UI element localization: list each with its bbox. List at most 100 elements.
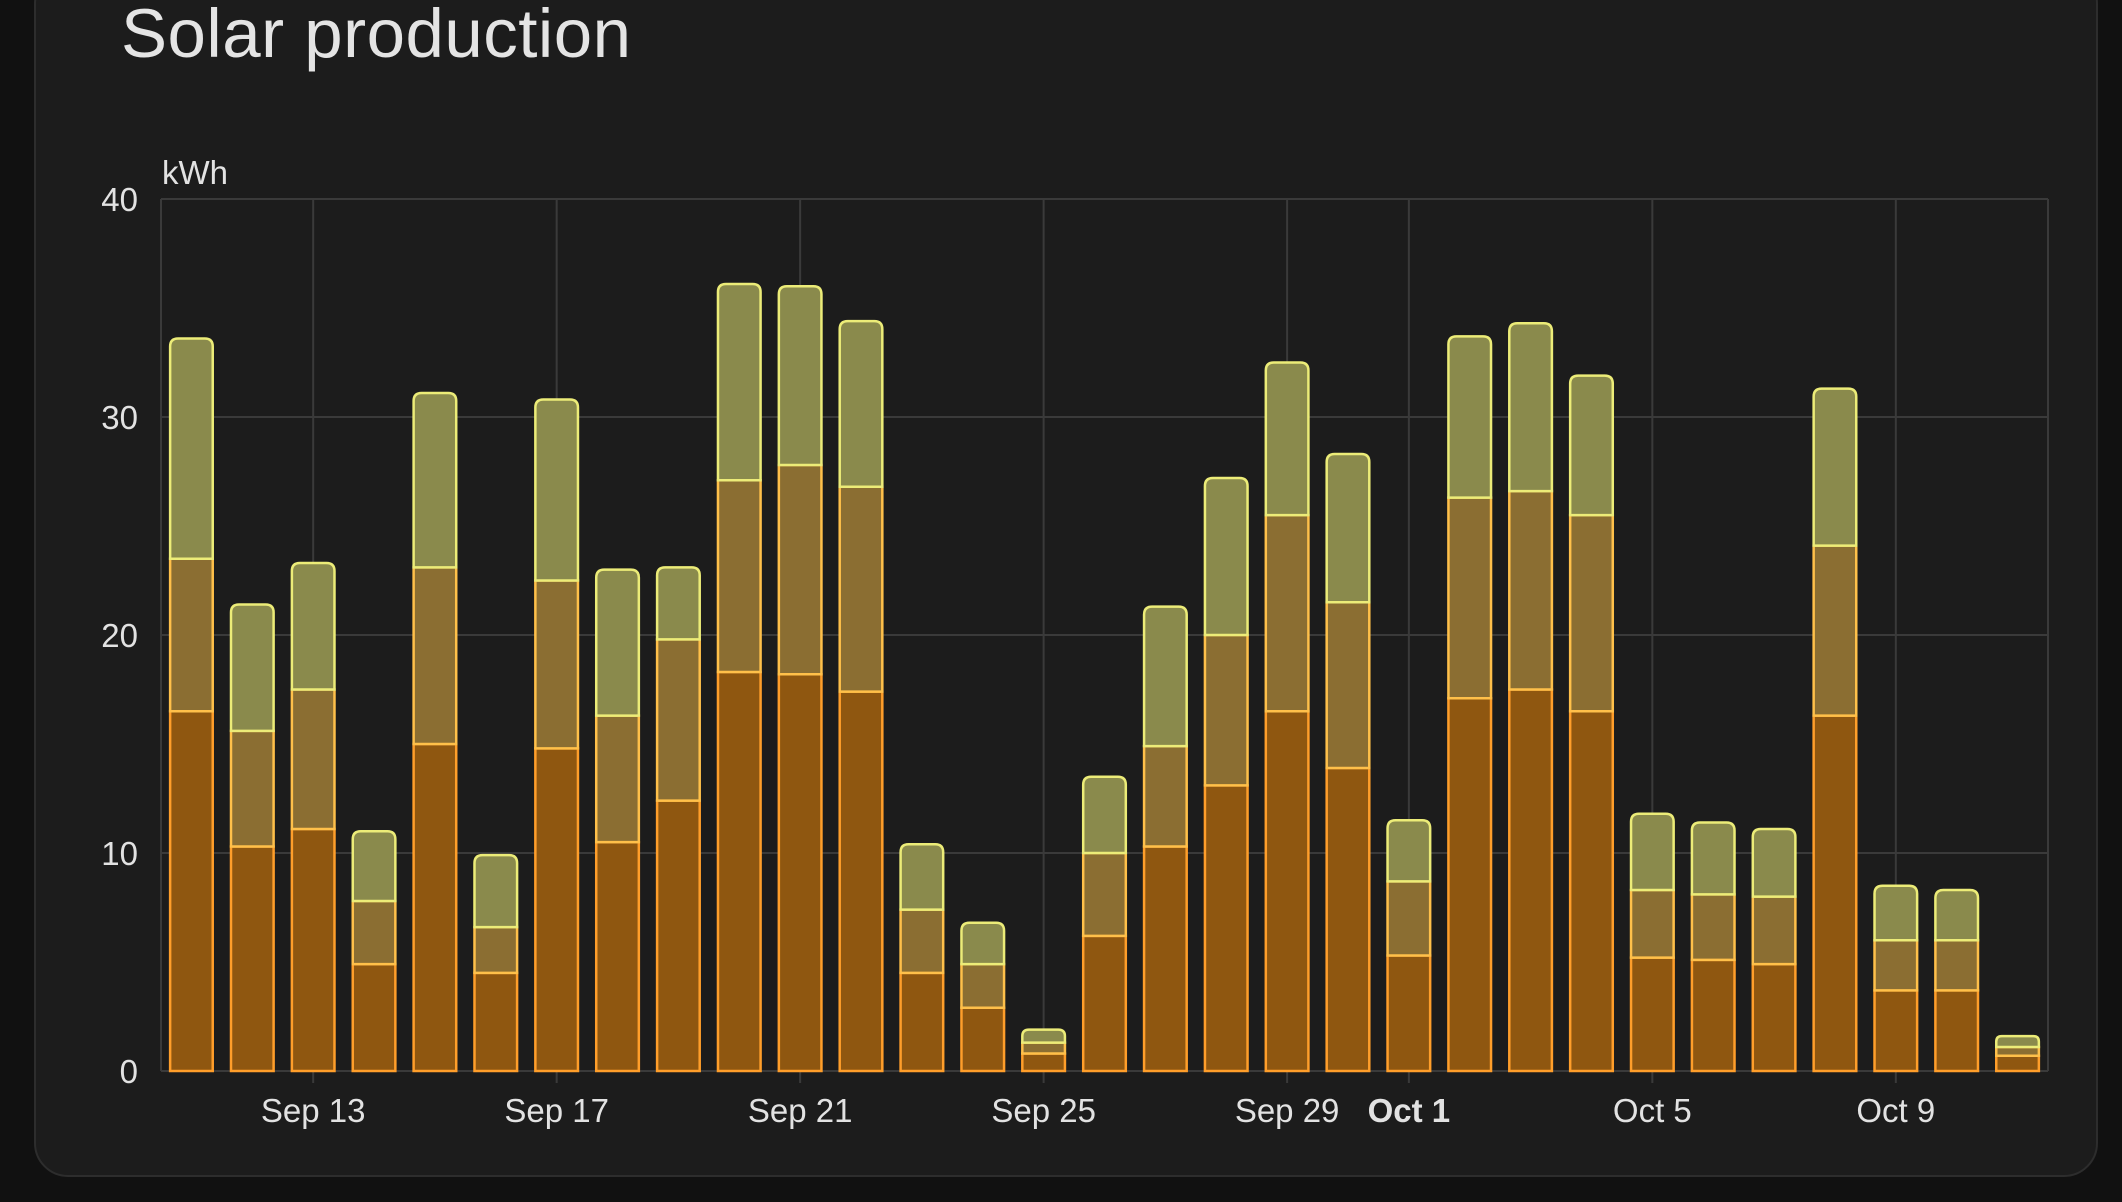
bar-stack[interactable] bbox=[899, 843, 945, 1073]
bar-stack[interactable] bbox=[473, 853, 519, 1073]
bar-segment[interactable] bbox=[1508, 322, 1554, 493]
bar-segment[interactable] bbox=[1873, 884, 1919, 942]
bar-segment[interactable] bbox=[168, 557, 214, 713]
bar-segment[interactable] bbox=[1142, 605, 1188, 748]
bar-segment[interactable] bbox=[1995, 1034, 2041, 1049]
bar-segment[interactable] bbox=[716, 282, 762, 482]
bar-segment[interactable] bbox=[1142, 845, 1188, 1073]
bar-stack[interactable] bbox=[1812, 387, 1858, 1073]
bar-segment[interactable] bbox=[1264, 710, 1310, 1073]
bar-segment[interactable] bbox=[1873, 989, 1919, 1073]
bar-segment[interactable] bbox=[1934, 938, 1980, 992]
bar-stack[interactable] bbox=[1142, 605, 1188, 1073]
bar-segment[interactable] bbox=[1203, 784, 1249, 1073]
bar-stack[interactable] bbox=[1081, 775, 1128, 1073]
bar-segment[interactable] bbox=[229, 845, 275, 1073]
bar-stack[interactable] bbox=[290, 561, 336, 1073]
bar-stack[interactable] bbox=[1203, 476, 1249, 1073]
bar-segment[interactable] bbox=[1325, 601, 1371, 770]
bar-segment[interactable] bbox=[1142, 744, 1188, 848]
bar-segment[interactable] bbox=[1690, 821, 1736, 896]
bar-segment[interactable] bbox=[1203, 633, 1249, 787]
bar-segment[interactable] bbox=[1934, 888, 1980, 942]
bar-segment[interactable] bbox=[534, 747, 580, 1073]
bar-segment[interactable] bbox=[1812, 387, 1858, 547]
bar-segment[interactable] bbox=[716, 478, 762, 674]
bar-segment[interactable] bbox=[594, 840, 641, 1073]
bar-segment[interactable] bbox=[1264, 361, 1310, 517]
bar-segment[interactable] bbox=[1386, 954, 1432, 1073]
bar-segment[interactable] bbox=[1812, 714, 1858, 1073]
bar-segment[interactable] bbox=[1447, 496, 1493, 700]
bar-stack[interactable] bbox=[655, 566, 701, 1073]
bar-segment[interactable] bbox=[777, 672, 823, 1073]
bar-segment[interactable] bbox=[1081, 851, 1128, 938]
bar-segment[interactable] bbox=[1568, 513, 1615, 713]
bar-stack[interactable] bbox=[168, 337, 214, 1073]
bar-segment[interactable] bbox=[899, 908, 945, 975]
bar-segment[interactable] bbox=[1508, 489, 1554, 691]
bar-segment[interactable] bbox=[1751, 827, 1797, 898]
bar-segment[interactable] bbox=[351, 962, 397, 1073]
bar-segment[interactable] bbox=[716, 670, 762, 1073]
bar-segment[interactable] bbox=[1812, 544, 1858, 717]
bar-segment[interactable] bbox=[777, 284, 823, 467]
bar-segment[interactable] bbox=[1264, 513, 1310, 713]
bar-segment[interactable] bbox=[838, 690, 884, 1073]
bar-segment[interactable] bbox=[960, 1006, 1006, 1073]
bar-segment[interactable] bbox=[1690, 893, 1736, 962]
bar-segment[interactable] bbox=[1508, 688, 1554, 1073]
bar-segment[interactable] bbox=[1447, 696, 1493, 1073]
bar-segment[interactable] bbox=[1081, 775, 1128, 855]
bar-segment[interactable] bbox=[1386, 880, 1432, 957]
bar-segment[interactable] bbox=[838, 319, 884, 489]
bar-segment[interactable] bbox=[412, 566, 458, 746]
bar-stack[interactable] bbox=[1325, 452, 1371, 1073]
bar-segment[interactable] bbox=[412, 391, 458, 569]
bar-segment[interactable] bbox=[1568, 710, 1615, 1073]
bar-stack[interactable] bbox=[716, 282, 762, 1073]
bar-segment[interactable] bbox=[655, 566, 701, 641]
bar-stack[interactable] bbox=[1508, 322, 1554, 1073]
bar-segment[interactable] bbox=[534, 579, 580, 750]
bar-stack[interactable] bbox=[1021, 1028, 1067, 1073]
bar-segment[interactable] bbox=[1021, 1041, 1067, 1055]
bar-stack[interactable] bbox=[351, 829, 397, 1073]
bar-segment[interactable] bbox=[1568, 374, 1615, 517]
bar-stack[interactable] bbox=[594, 568, 641, 1073]
bar-stack[interactable] bbox=[1995, 1034, 2041, 1073]
bar-segment[interactable] bbox=[594, 568, 641, 717]
bar-segment[interactable] bbox=[412, 742, 458, 1073]
bar-segment[interactable] bbox=[1629, 956, 1675, 1073]
bar-segment[interactable] bbox=[290, 561, 336, 691]
bar-stack[interactable] bbox=[777, 284, 823, 1073]
bar-stack[interactable] bbox=[534, 398, 580, 1073]
bar-stack[interactable] bbox=[1629, 812, 1675, 1073]
bar-segment[interactable] bbox=[1021, 1052, 1067, 1073]
bar-stack[interactable] bbox=[1447, 335, 1493, 1073]
bar-segment[interactable] bbox=[473, 853, 519, 929]
bar-segment[interactable] bbox=[838, 485, 884, 693]
bar-segment[interactable] bbox=[1873, 938, 1919, 992]
bar-segment[interactable] bbox=[594, 714, 641, 844]
bar-segment[interactable] bbox=[473, 925, 519, 975]
bar-segment[interactable] bbox=[1995, 1045, 2041, 1057]
bar-segment[interactable] bbox=[229, 603, 275, 733]
bar-segment[interactable] bbox=[1629, 812, 1675, 892]
bar-segment[interactable] bbox=[534, 398, 580, 582]
bar-segment[interactable] bbox=[960, 921, 1006, 966]
bar-segment[interactable] bbox=[1751, 962, 1797, 1073]
bar-segment[interactable] bbox=[1447, 335, 1493, 499]
bar-segment[interactable] bbox=[1690, 958, 1736, 1073]
bar-stack[interactable] bbox=[1690, 821, 1736, 1073]
bar-segment[interactable] bbox=[168, 710, 214, 1073]
bar-stack[interactable] bbox=[1264, 361, 1310, 1073]
bar-segment[interactable] bbox=[351, 829, 397, 903]
bar-stack[interactable] bbox=[1751, 827, 1797, 1073]
bar-segment[interactable] bbox=[1203, 476, 1249, 637]
bar-stack[interactable] bbox=[960, 921, 1006, 1073]
bar-stack[interactable] bbox=[229, 603, 275, 1073]
bar-segment[interactable] bbox=[1386, 819, 1432, 883]
bar-segment[interactable] bbox=[1751, 895, 1797, 966]
